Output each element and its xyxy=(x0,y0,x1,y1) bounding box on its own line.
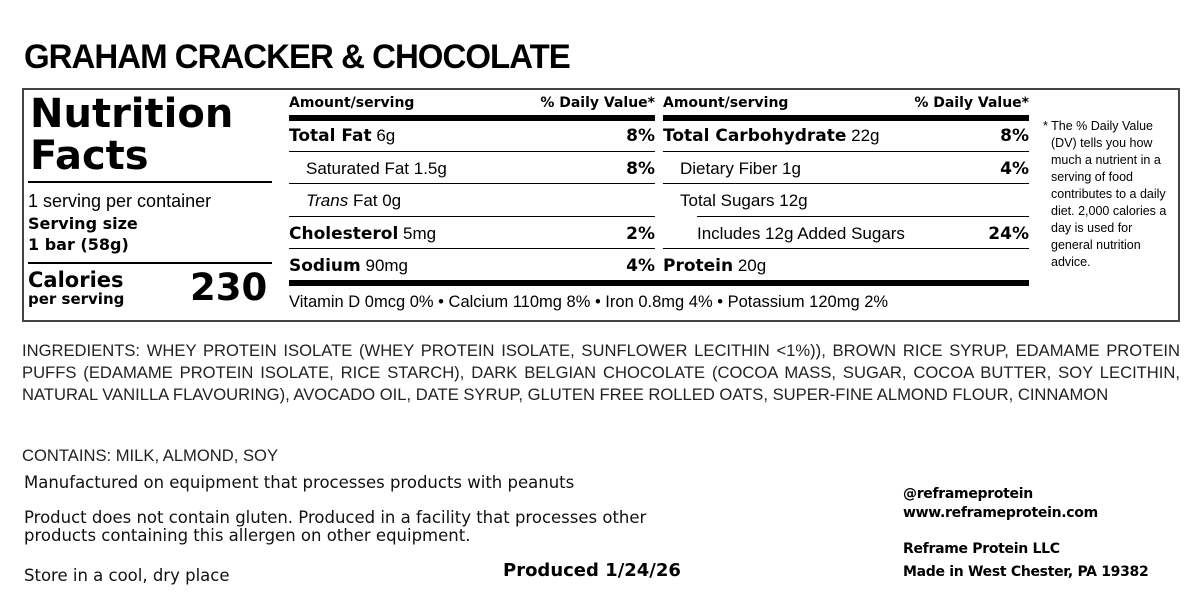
thick-bar xyxy=(289,115,655,121)
nutrient-name: Total Sugars xyxy=(680,191,775,210)
production-date: Produced 1/24/26 xyxy=(503,560,681,581)
divider xyxy=(289,216,655,217)
nutrient-dv: 8% xyxy=(626,159,655,179)
storage-instructions: Store in a cool, dry place xyxy=(24,566,230,585)
manufacturing-location: Made in West Chester, PA 19382 xyxy=(903,564,1149,580)
divider xyxy=(663,248,1029,249)
website: www.reframeprotein.com xyxy=(903,505,1098,521)
gluten-notice-line-1: Product does not contain gluten. Produce… xyxy=(24,508,647,527)
thick-bar xyxy=(663,115,1029,121)
serving-size-value: 1 bar (58g) xyxy=(28,235,129,254)
nutrient-amount: 90mg xyxy=(365,256,409,275)
nutrient-name: Protein xyxy=(663,256,734,276)
product-title: GRAHAM CRACKER & CHOCOLATE xyxy=(24,38,571,76)
daily-value-footnote: * The % Daily Value (DV) tells you how m… xyxy=(1043,119,1167,269)
social-handle: @reframeprotein xyxy=(903,486,1033,502)
divider xyxy=(28,181,272,183)
nutrient-amount: Fat 0g xyxy=(352,191,402,210)
nutrient-name: Total Carbohydrate xyxy=(663,126,847,146)
peanut-notice: Manufactured on equipment that processes… xyxy=(24,473,575,492)
servings-per-container: 1 serving per container xyxy=(28,191,212,211)
nutrient-name: Includes 12g Added Sugars xyxy=(697,224,905,243)
nutrient-amount: 1.5g xyxy=(413,159,447,178)
nutrient-row-sodium: Sodium 90mg 4% xyxy=(289,256,655,276)
nutrition-heading: Nutrition Facts xyxy=(30,93,233,177)
nutrient-row-total-fat: Total Fat 6g 8% xyxy=(289,126,655,146)
divider xyxy=(663,151,1029,152)
nutrient-amount: 5mg xyxy=(403,224,437,243)
calories-value: 230 xyxy=(190,266,268,309)
nutrient-row-added-sugars: Includes 12g Added Sugars 24% xyxy=(663,224,1029,244)
nutrient-dv: 4% xyxy=(626,256,655,276)
divider xyxy=(289,248,655,249)
nutrient-row-cholesterol: Cholesterol 5mg 2% xyxy=(289,224,655,244)
nutrient-row-total-carbohydrate: Total Carbohydrate 22g 8% xyxy=(663,126,1029,146)
amount-header: Amount/serving xyxy=(663,95,789,111)
divider xyxy=(289,183,655,184)
nutrient-name: Saturated Fat xyxy=(306,159,410,178)
ingredients-list: INGREDIENTS: WHEY PROTEIN ISOLATE (WHEY … xyxy=(22,341,1180,404)
nutrient-row-saturated-fat: Saturated Fat 1.5g 8% xyxy=(289,159,655,179)
company-name: Reframe Protein LLC xyxy=(903,541,1060,557)
serving-size-label: Serving size xyxy=(28,214,138,233)
nutrient-name: Cholesterol xyxy=(289,224,399,244)
dv-header: % Daily Value* xyxy=(914,95,1029,111)
nutrient-amount: 1g xyxy=(782,159,801,178)
nutrient-dv: 2% xyxy=(626,224,655,244)
nutrient-name: Dietary Fiber xyxy=(680,159,778,178)
vitamins-minerals: Vitamin D 0mcg 0% • Calcium 110mg 8% • I… xyxy=(289,293,889,311)
nutrient-name: Total Fat xyxy=(289,126,372,146)
divider xyxy=(289,151,655,152)
nutrient-dv: 8% xyxy=(1000,126,1029,146)
right-column-header: Amount/serving % Daily Value* xyxy=(663,95,1029,111)
calories-sub-label: per serving xyxy=(28,290,125,308)
heading-line-1: Nutrition xyxy=(30,91,234,137)
nutrient-dv: 4% xyxy=(1000,159,1029,179)
nutrient-dv: 8% xyxy=(626,126,655,146)
gluten-notice-line-2: products containing this allergen on oth… xyxy=(24,526,471,545)
nutrient-dv: 24% xyxy=(988,224,1029,244)
calories-label: Calories xyxy=(28,268,124,292)
nutrient-row-trans-fat: Trans Fat 0g xyxy=(289,191,655,211)
nutrient-row-dietary-fiber: Dietary Fiber 1g 4% xyxy=(663,159,1029,179)
heading-line-2: Facts xyxy=(30,133,149,179)
divider xyxy=(697,216,1029,217)
nutrient-row-protein: Protein 20g xyxy=(663,256,1029,276)
nutrient-amount: 22g xyxy=(851,126,880,145)
nutrition-facts-panel: Nutrition Facts 1 serving per container … xyxy=(22,88,1180,322)
thick-bar xyxy=(289,280,1029,286)
nutrient-row-total-sugars: Total Sugars 12g xyxy=(663,191,1029,211)
divider xyxy=(28,262,272,264)
gluten-notice: Product does not contain gluten. Produce… xyxy=(24,509,646,545)
nutrient-amount: 6g xyxy=(376,126,396,145)
nutrient-name: Sodium xyxy=(289,256,361,276)
nutrient-name: Trans xyxy=(306,191,349,210)
nutrient-amount: 20g xyxy=(737,256,767,275)
nutrient-amount: 12g xyxy=(779,191,808,210)
left-column-header: Amount/serving % Daily Value* xyxy=(289,95,655,111)
allergen-contains: CONTAINS: MILK, ALMOND, SOY xyxy=(22,446,279,465)
dv-header: % Daily Value* xyxy=(540,95,655,111)
divider xyxy=(663,183,1029,184)
amount-header: Amount/serving xyxy=(289,95,415,111)
